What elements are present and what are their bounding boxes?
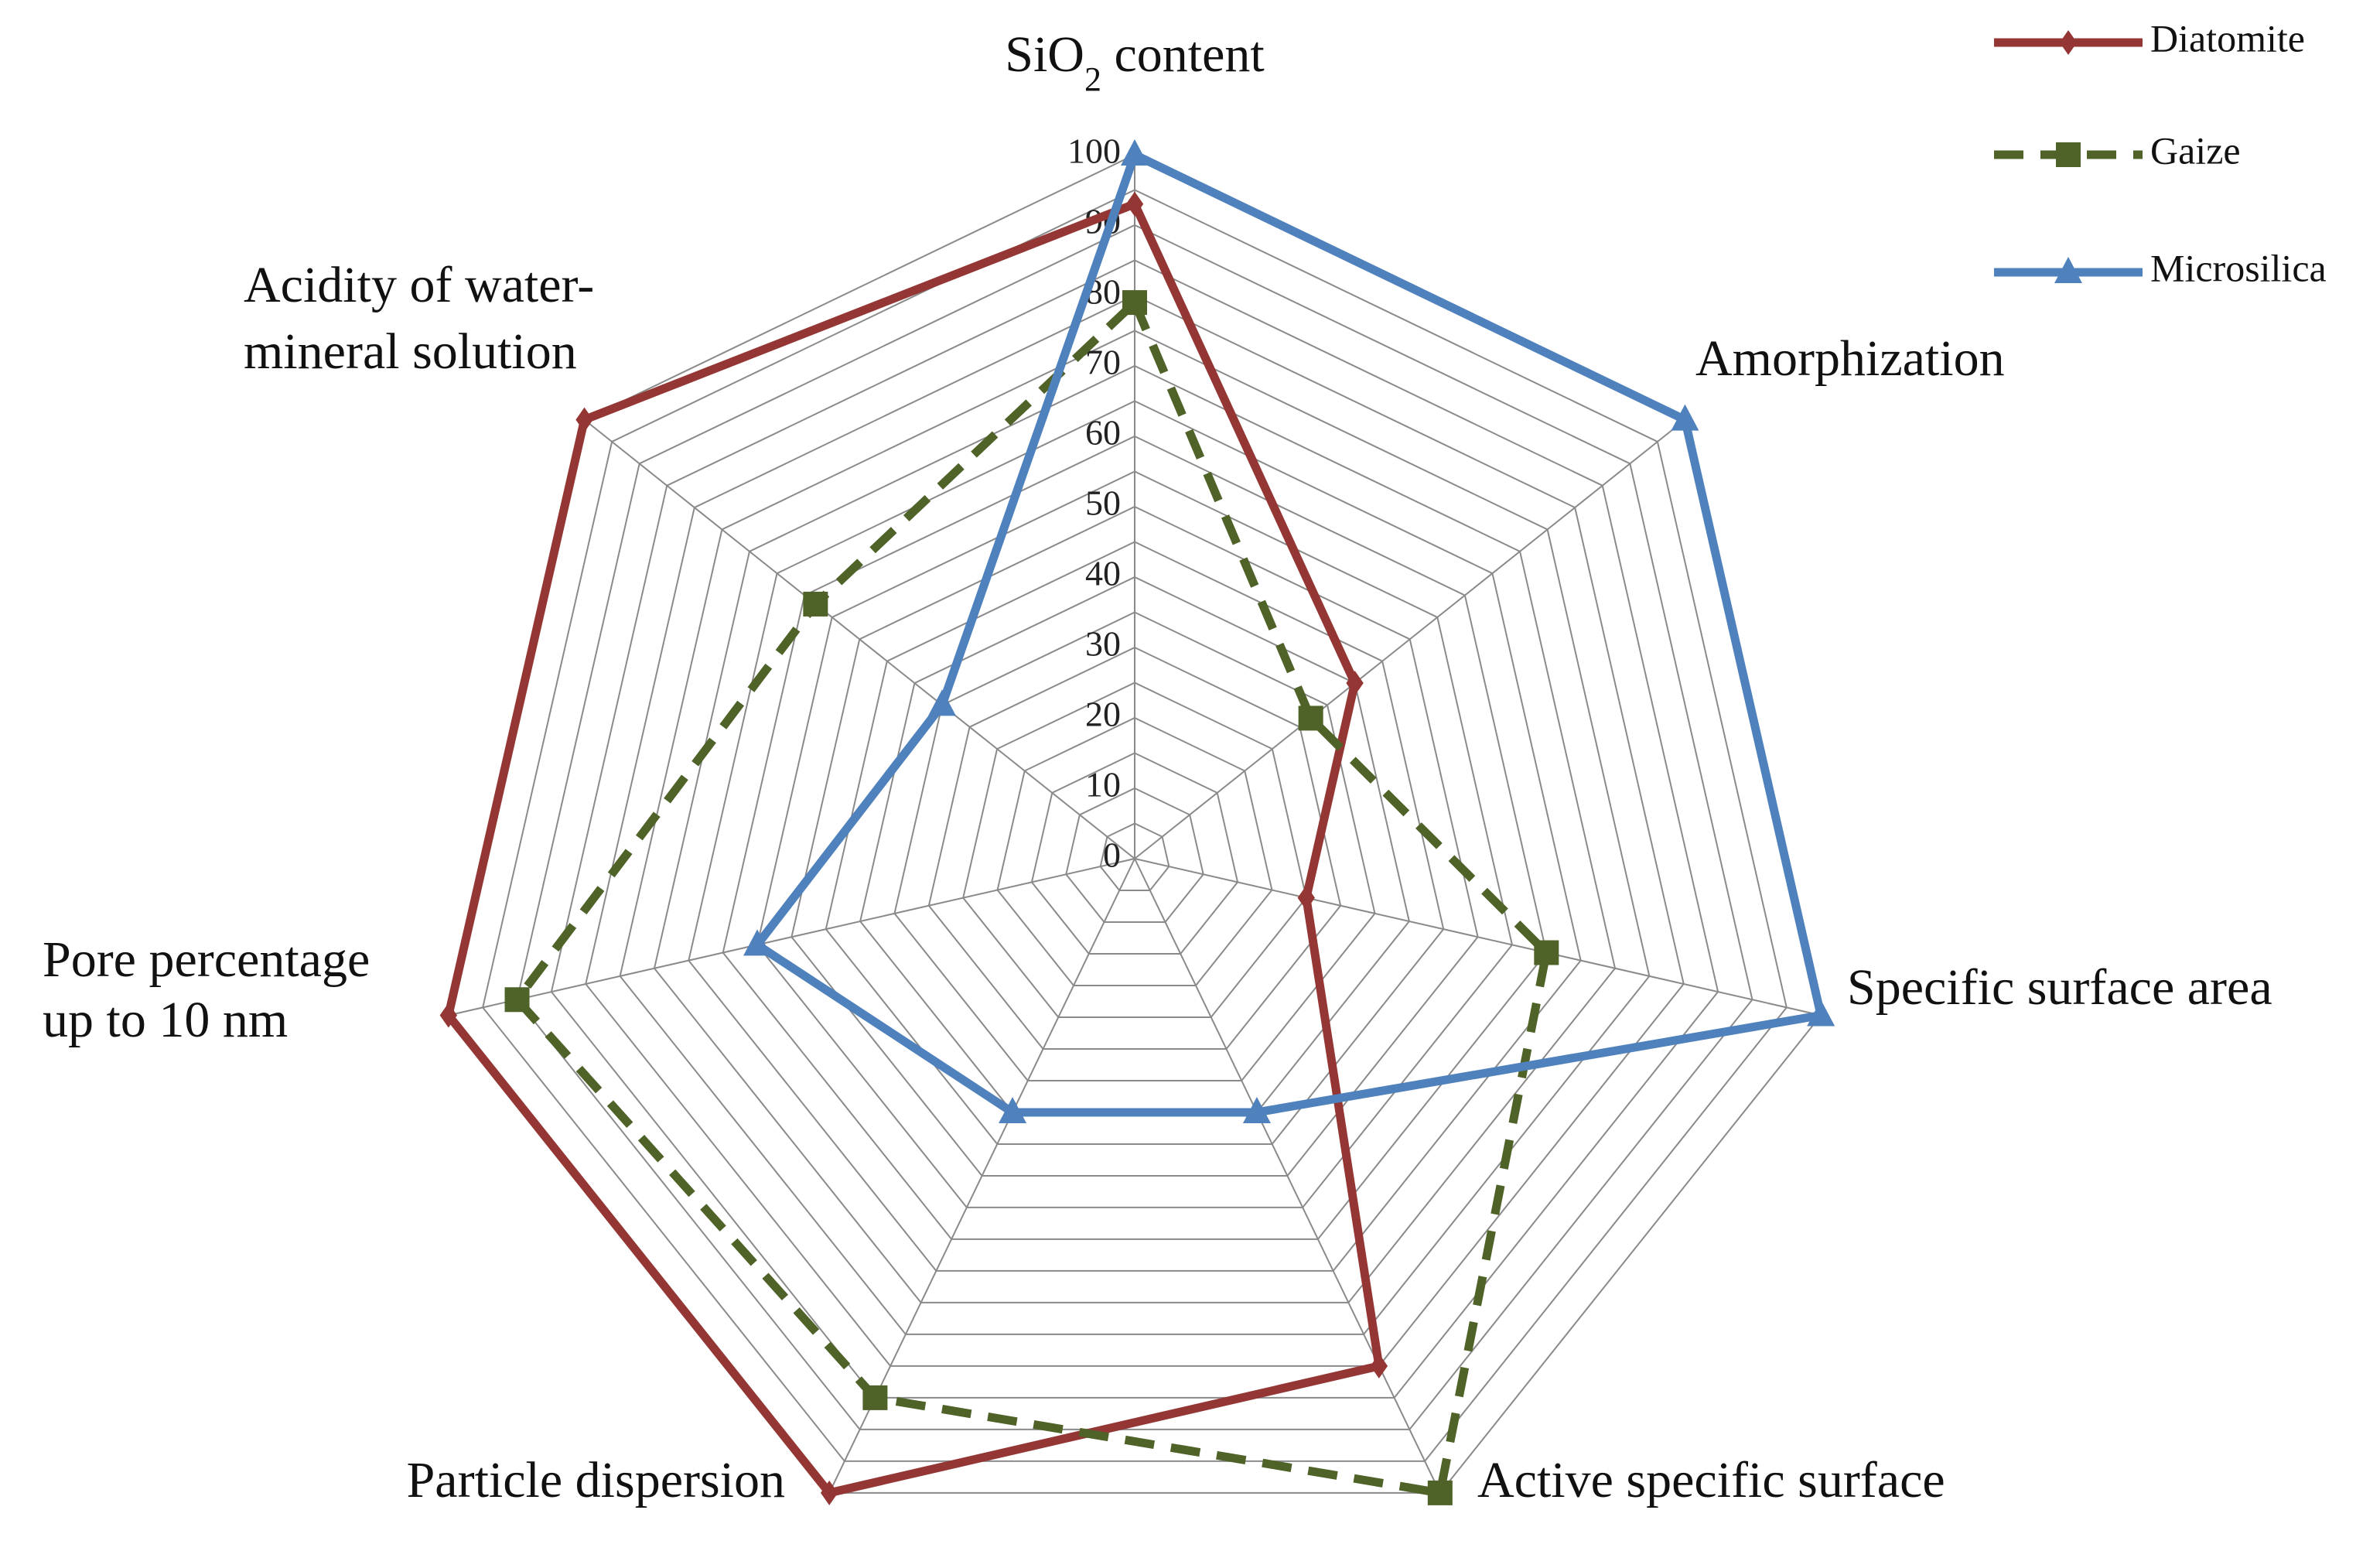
axis-spoke	[1134, 858, 1441, 1494]
tick-label: 60	[1085, 413, 1121, 453]
series-microsilica	[743, 139, 1835, 1123]
data-point-marker	[504, 987, 530, 1013]
data-point-marker	[575, 407, 593, 432]
data-point-marker	[1125, 191, 1144, 217]
tick-label: 100	[1067, 132, 1121, 171]
axis-spoke	[448, 858, 1135, 1016]
legend-item-diatomite: Diatomite	[1994, 16, 2305, 60]
data-point-marker	[2059, 30, 2078, 55]
grid-ring	[1030, 752, 1239, 955]
data-point-marker	[439, 1003, 458, 1028]
data-point-marker	[820, 1480, 838, 1505]
data-point-marker	[1297, 885, 1315, 910]
axis-spoke	[583, 418, 1135, 859]
data-point-marker	[1121, 139, 1149, 166]
data-point-marker	[1427, 1480, 1453, 1505]
grid-ring	[825, 541, 1445, 1145]
series-layer	[439, 139, 1835, 1505]
grid-ring	[756, 470, 1514, 1208]
data-point-marker	[1370, 1353, 1388, 1378]
series-line	[511, 295, 1552, 1498]
legend-item-microsilica: Microsilica	[1994, 246, 2327, 289]
axis-label: Amorphization	[1695, 330, 2005, 387]
legend-label: Diatomite	[2150, 16, 2305, 60]
axis-labels: SiO2 content Amorphization Specific surfac…	[43, 26, 2272, 1508]
data-point-marker	[862, 1385, 888, 1410]
data-point-marker	[927, 689, 956, 716]
axis-spoke	[1134, 858, 1822, 1016]
series-line	[751, 149, 1826, 1117]
tick-label: 0	[1103, 835, 1121, 875]
grid-ring	[722, 435, 1548, 1240]
data-point-marker	[1298, 705, 1323, 731]
axis-spoke	[1134, 418, 1686, 859]
grid-ring	[550, 259, 1719, 1399]
axis-label: Pore percentage up to 10 nm	[43, 931, 370, 1048]
data-point-marker	[743, 929, 772, 956]
radar-grid	[447, 153, 1822, 1494]
data-point-marker	[1534, 940, 1559, 965]
tick-label: 20	[1085, 695, 1121, 734]
data-point-marker	[1122, 290, 1147, 316]
grid-ring	[996, 716, 1273, 986]
series-gaize	[504, 290, 1559, 1505]
legend: Diatomite Gaize Microsilica	[1994, 16, 2327, 289]
axis-label: Active specific surface	[1477, 1452, 1945, 1508]
data-point-marker	[999, 1096, 1027, 1123]
grid-ring	[585, 294, 1685, 1367]
axis-label: Specific surface area	[1847, 959, 2272, 1016]
tick-label: 50	[1085, 483, 1121, 523]
data-point-marker	[1807, 999, 1835, 1027]
series-diatomite	[439, 191, 1388, 1505]
tick-label: 40	[1085, 554, 1121, 593]
axis-label: Acidity of water-mineral solution	[244, 257, 594, 380]
tick-label: 10	[1085, 765, 1121, 805]
grid-ring	[1065, 787, 1204, 923]
data-point-marker	[803, 591, 828, 617]
series-line	[443, 198, 1385, 1498]
data-point-marker	[2056, 142, 2081, 167]
legend-label: Gaize	[2150, 128, 2241, 172]
data-point-marker	[1671, 404, 1699, 431]
grid-ring	[653, 364, 1617, 1303]
legend-label: Microsilica	[2150, 246, 2327, 289]
grid-ring	[927, 646, 1342, 1050]
data-point-marker	[2054, 257, 2082, 283]
grid-ring	[688, 400, 1582, 1272]
grid-ring	[482, 189, 1788, 1462]
grid-ring	[516, 224, 1753, 1430]
grid-ring	[790, 505, 1479, 1177]
tick-label: 30	[1085, 624, 1121, 664]
axis-label: Particle dispersion	[407, 1452, 785, 1508]
data-point-marker	[1346, 671, 1364, 696]
grid-ring	[619, 330, 1651, 1335]
data-point-marker	[1242, 1096, 1271, 1123]
grid-ring	[962, 682, 1307, 1018]
grid-ring	[1099, 822, 1170, 891]
legend-item-gaize: Gaize	[1994, 128, 2241, 172]
axis-label: SiO2 content	[1005, 26, 1264, 98]
